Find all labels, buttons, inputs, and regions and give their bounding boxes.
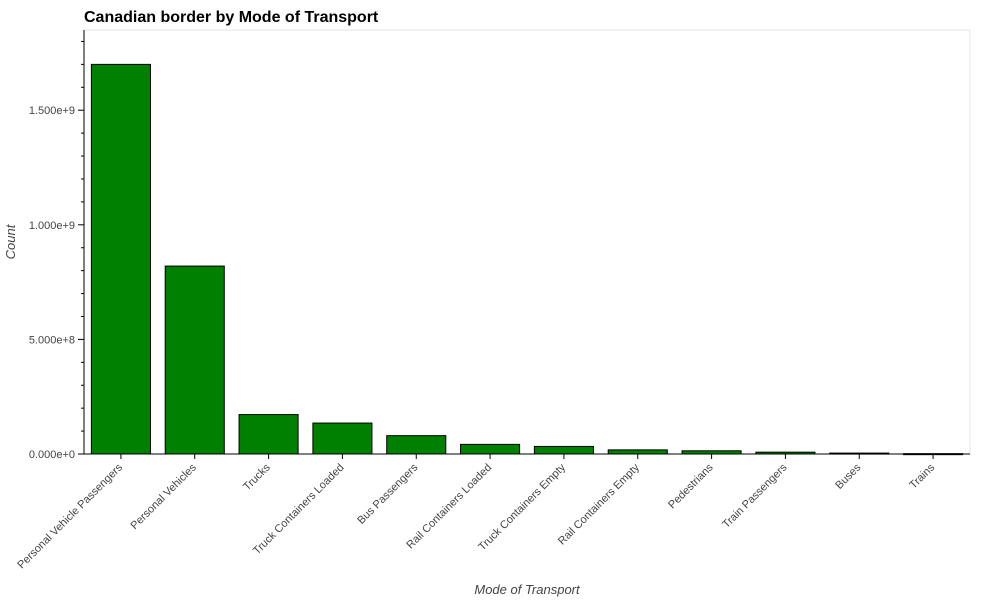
- x-tick-label: Personal Vehicle Passengers: [15, 461, 125, 571]
- x-tick-label: Rail Containers Loaded: [404, 462, 494, 552]
- x-tick-label: Pedestrians: [666, 461, 716, 511]
- x-tick-label: Trains: [907, 461, 937, 491]
- x-axis: Personal Vehicle Passengers Personal Vehi…: [15, 453, 970, 571]
- x-tick-label: Personal Vehicles: [129, 461, 200, 532]
- x-tick-label: Rail Containers Empty: [556, 461, 642, 547]
- bars-group: [90, 63, 964, 456]
- bar: [238, 414, 299, 455]
- x-tick-label: Trucks: [241, 461, 273, 493]
- x-tick-label: Buses: [833, 461, 863, 491]
- x-axis-label: Mode of Transport: [474, 582, 581, 597]
- y-tick-label: 5.000e+8: [29, 334, 75, 346]
- y-tick-label: 1.000e+9: [29, 220, 75, 232]
- y-tick-label: 1.500e+9: [29, 105, 75, 117]
- bar: [607, 449, 668, 455]
- bar: [164, 265, 225, 455]
- y-tick-label: 0.000e+0: [29, 449, 75, 461]
- bar: [460, 443, 521, 455]
- y-axis: 0.000e+0 5.000e+8 1.000e+9 1.500e+9: [29, 30, 85, 461]
- x-tick-label: Bus Passengers: [355, 461, 420, 526]
- bar: [90, 63, 151, 455]
- bar: [312, 422, 373, 455]
- chart-title: Canadian border by Mode of Transport: [84, 9, 379, 26]
- bar: [533, 445, 594, 455]
- bar: [386, 435, 447, 455]
- x-tick-label: Truck Containers Empty: [476, 461, 568, 553]
- y-axis-label: Count: [3, 223, 18, 259]
- x-tick-label: Train Passengers: [720, 461, 790, 531]
